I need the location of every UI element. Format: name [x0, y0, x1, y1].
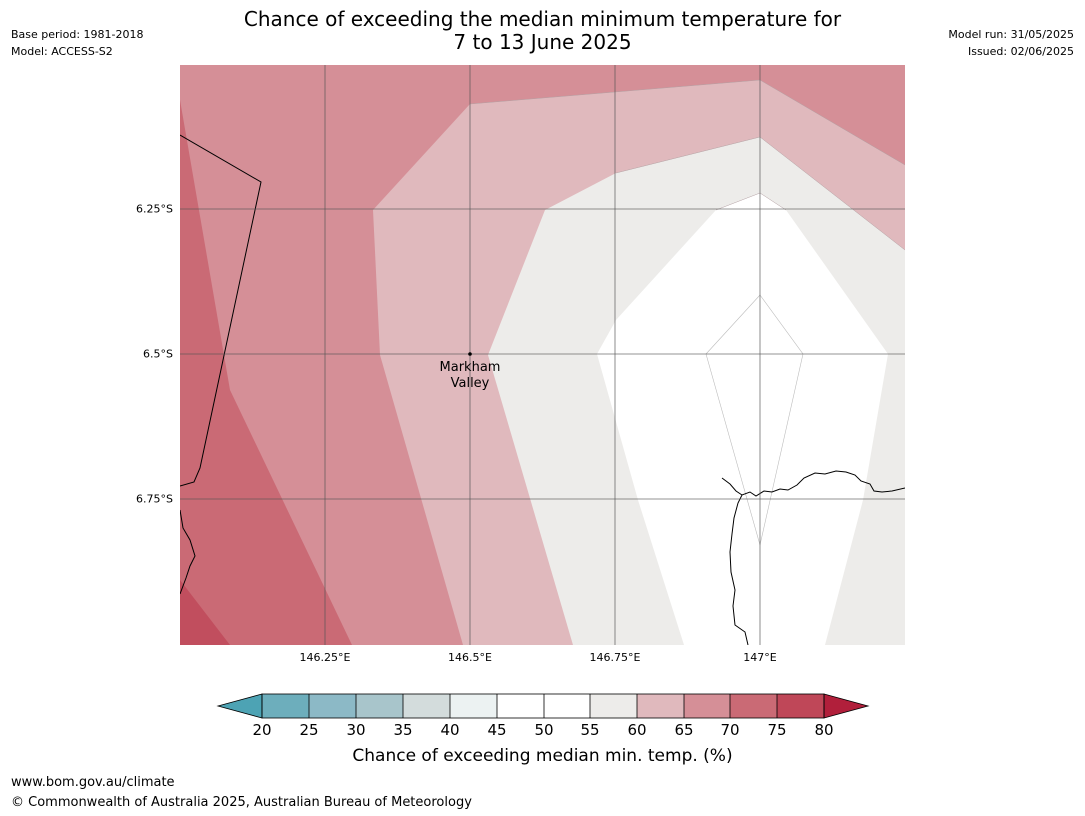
colorbar-tick-label: 75 [767, 721, 787, 739]
lon-label-146.5: 146.5°E [448, 651, 492, 664]
base-period-text: Base period: 1981-2018 [11, 28, 144, 41]
colorbar-seg-50-55 [544, 694, 590, 718]
issued-text: Issued: 02/06/2025 [967, 45, 1074, 58]
graticule [180, 65, 905, 645]
colorbar-tick-label: 50 [534, 721, 554, 739]
footer-url-link[interactable]: www.bom.gov.au/climate [11, 775, 175, 790]
map-title-line1: Chance of exceeding the median minimum t… [243, 7, 842, 31]
colorbar-tick-label: 55 [580, 721, 600, 739]
colorbar-tick-label: 25 [299, 721, 319, 739]
colorbar-tick-label: 40 [440, 721, 460, 739]
colorbar-seg-65-70 [684, 694, 730, 718]
coastline-gulf [721, 470, 905, 645]
colorbar-label: Chance of exceeding median min. temp. (%… [352, 746, 733, 766]
colorbar-seg-35-40 [403, 694, 450, 718]
band-50-55 [597, 193, 888, 645]
colorbar-seg-30-35 [356, 694, 403, 718]
model-run-text: Model run: 31/05/2025 [948, 28, 1074, 41]
colorbar-seg-70-75 [730, 694, 777, 718]
meta-left: Base period: 1981-2018 Model: ACCESS-S2 [11, 26, 143, 60]
lon-label-146.25: 146.25°E [299, 651, 351, 664]
colorbar-tick-label: 30 [346, 721, 366, 739]
colorbar-tick-label: 45 [487, 721, 507, 739]
lat-label-6.25: 6.25°S [136, 202, 173, 216]
colorbar-outline [261, 693, 825, 719]
colorbar-seg-20-25 [262, 694, 309, 718]
colorbar-seg-40-45 [450, 694, 497, 718]
model-text: Model: ACCESS-S2 [11, 45, 113, 58]
colorbar-seg-75-80 [777, 694, 824, 718]
map-title-line2: 7 to 13 June 2025 [453, 30, 632, 54]
place-label-line2: Valley [451, 376, 490, 391]
colorbar-tick-label: 80 [814, 721, 834, 739]
colorbar-high-arrow [823, 693, 870, 719]
colorbar-tick-label: 20 [252, 721, 272, 739]
colorbar-low-arrow [216, 693, 263, 719]
meta-right: Model run: 31/05/2025 Issued: 02/06/2025 [948, 26, 1074, 60]
lon-label-147: 147°E [743, 651, 777, 664]
colorbar-tick-label: 70 [720, 721, 740, 739]
footer-copyright: © Commonwealth of Australia 2025, Austra… [11, 795, 472, 810]
colorbar-seg-45-50 [497, 694, 544, 718]
colorbar-tick-label: 35 [393, 721, 413, 739]
lon-label-146.75: 146.75°E [589, 651, 641, 664]
coastline-west [180, 509, 196, 595]
colorbar-seg-55-60 [590, 694, 637, 718]
colorbar-tick-label: 65 [674, 721, 694, 739]
colorbar-seg-60-65 [637, 694, 684, 718]
colorbar-tick-label: 60 [627, 721, 647, 739]
place-label-line1: Markham [440, 360, 501, 375]
colorbar [216, 693, 870, 719]
lat-label-6.5: 6.5°S [143, 347, 173, 361]
probability-map: Markham Valley [180, 65, 905, 645]
lat-label-6.75: 6.75°S [136, 492, 173, 506]
province-boundary [180, 134, 262, 487]
colorbar-seg-25-30 [309, 694, 356, 718]
place-marker [468, 352, 472, 356]
